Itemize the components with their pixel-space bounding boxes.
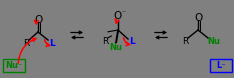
Text: Nu⁻: Nu⁻ xyxy=(5,61,23,71)
Text: L: L xyxy=(129,38,135,46)
Text: L: L xyxy=(49,39,55,48)
Text: Nu: Nu xyxy=(110,44,123,52)
Text: R: R xyxy=(23,39,29,48)
Text: O: O xyxy=(194,13,203,23)
Text: O: O xyxy=(34,15,43,25)
Text: R: R xyxy=(182,37,188,45)
Text: Nu: Nu xyxy=(208,37,220,45)
Text: ⁻: ⁻ xyxy=(121,9,125,17)
Bar xyxy=(3,59,25,72)
Bar xyxy=(210,59,232,72)
Text: L⁻: L⁻ xyxy=(216,61,226,71)
Polygon shape xyxy=(115,31,119,43)
Text: R: R xyxy=(102,38,108,46)
Text: O: O xyxy=(114,11,122,21)
